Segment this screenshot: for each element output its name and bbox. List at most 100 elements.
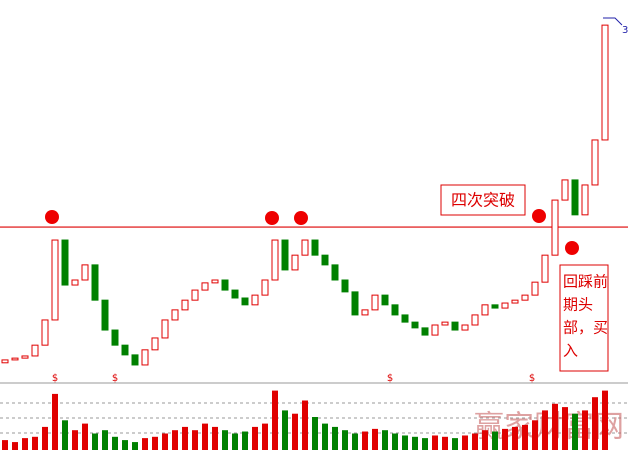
volume-bar (72, 430, 78, 450)
volume-bar (172, 430, 178, 450)
volume-bar (152, 436, 158, 450)
candle (251, 294, 259, 306)
candle (551, 199, 559, 256)
candle (321, 254, 329, 266)
candle (601, 24, 609, 141)
candle (581, 184, 589, 216)
candle (1, 359, 9, 364)
candle (71, 279, 79, 286)
breakout-dot (532, 209, 546, 223)
candle (591, 139, 599, 186)
signal-marker: $ (387, 373, 393, 384)
volume-bar (402, 435, 408, 450)
volume-bar (472, 433, 478, 450)
volume-bar (32, 436, 38, 450)
candle (491, 304, 499, 309)
volume-bar (602, 390, 608, 450)
volume-bar (512, 426, 518, 450)
candle (291, 254, 299, 271)
volume-bar (332, 426, 338, 450)
volume-bar (492, 431, 498, 450)
volume-bar (442, 436, 448, 450)
candle (311, 239, 319, 256)
volume-bar (162, 433, 168, 450)
volume-bar (92, 433, 98, 450)
annotation-box (440, 184, 526, 216)
breakout-dot (565, 241, 579, 255)
candle (31, 344, 39, 357)
annotation: 入 (563, 342, 578, 360)
candle (151, 337, 159, 351)
candle (81, 264, 89, 281)
volume-bar (222, 430, 228, 450)
volume-bar (362, 431, 368, 450)
volume-bar (142, 438, 148, 450)
annotation: 期头 (563, 296, 593, 314)
volume-bar (392, 433, 398, 450)
annotation-box (559, 264, 609, 372)
candle (521, 294, 529, 301)
volume-bar (302, 400, 308, 450)
volume-bar (82, 423, 88, 450)
volume-bar (132, 442, 138, 450)
candle (511, 299, 519, 304)
volume-bar (522, 424, 528, 450)
volume-bar (272, 390, 278, 450)
candle (281, 239, 289, 271)
candle (351, 291, 359, 316)
breakout-dot (265, 211, 279, 225)
candle (301, 239, 309, 256)
volume-bar (42, 426, 48, 450)
candle (531, 281, 539, 296)
candle (371, 294, 379, 311)
candle (121, 344, 129, 356)
volume-bar (102, 430, 108, 450)
volume-bar (462, 435, 468, 450)
candle (561, 179, 569, 201)
candle (261, 279, 269, 296)
candle (411, 321, 419, 329)
volume-bar (212, 426, 218, 450)
volume-bar (112, 436, 118, 450)
candle (111, 329, 119, 346)
candle (51, 239, 59, 321)
volume-bar (552, 403, 558, 450)
candle (241, 297, 249, 306)
volume-bar (342, 430, 348, 450)
candle (441, 321, 449, 326)
annotation: 回踩前 (563, 273, 608, 291)
candle (101, 299, 109, 331)
signal-marker: $ (52, 373, 58, 384)
watermark: 赢家财富网 (474, 410, 624, 445)
candle (141, 349, 149, 366)
candle (91, 264, 99, 301)
breakout-dot (45, 210, 59, 224)
volume-bar (452, 438, 458, 450)
volume-bar (422, 438, 428, 450)
breakout-dot (294, 211, 308, 225)
candle (191, 289, 199, 301)
candle (571, 179, 579, 216)
volume-bar (232, 433, 238, 450)
candle (541, 254, 549, 283)
volume-bar (542, 410, 548, 450)
volume-bar (282, 410, 288, 450)
candle (361, 309, 369, 316)
annotation-group: 回踩前 期头 部，买 入 (563, 273, 608, 360)
volume-bar (412, 436, 418, 450)
candle (341, 279, 349, 293)
volume-bar (2, 440, 8, 450)
signal-marker: $ (112, 373, 118, 384)
volume-bar (192, 430, 198, 450)
volume-bar (592, 397, 598, 450)
volume-bar (252, 426, 258, 450)
volume-bar (242, 431, 248, 450)
annotation: 四次突破 (451, 191, 515, 210)
volume-bar (502, 428, 508, 450)
volume-bar (432, 435, 438, 450)
volume-bar (562, 407, 568, 450)
volume-bar (312, 417, 318, 450)
volume-bar (572, 413, 578, 450)
candle (11, 357, 19, 361)
